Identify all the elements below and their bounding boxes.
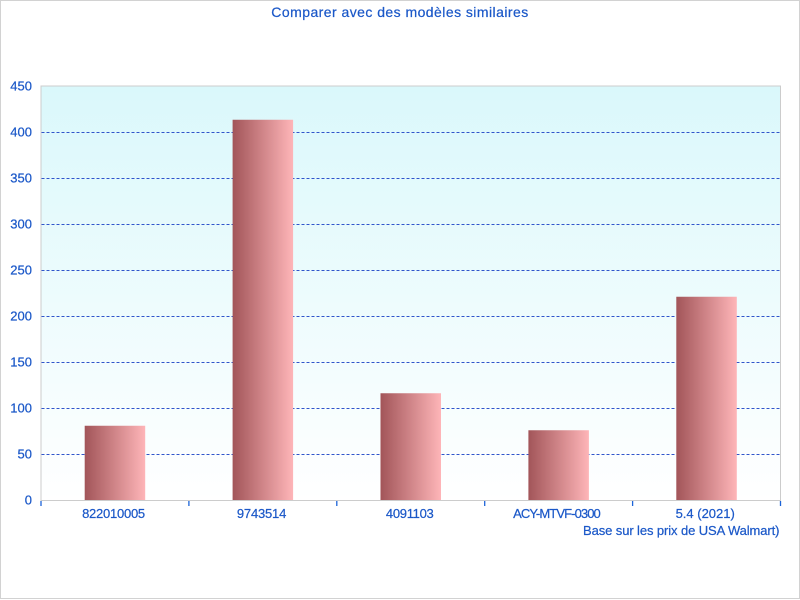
svg-text:0: 0 — [25, 493, 32, 508]
svg-text:9743514: 9743514 — [237, 506, 286, 521]
svg-text:50: 50 — [18, 447, 32, 462]
svg-text:ACY-MTVF-0300: ACY-MTVF-0300 — [513, 506, 600, 521]
svg-text:5.4 (2021): 5.4 (2021) — [676, 506, 735, 521]
svg-text:300: 300 — [10, 217, 32, 232]
svg-text:450: 450 — [10, 79, 32, 94]
svg-text:250: 250 — [10, 263, 32, 278]
svg-text:Base sur les prix de USA Walma: Base sur les prix de USA Walmart) — [583, 523, 779, 538]
svg-text:350: 350 — [10, 171, 32, 186]
svg-text:822010005: 822010005 — [82, 506, 145, 521]
svg-text:Comparer avec des modèles simi: Comparer avec des modèles similaires — [271, 4, 528, 20]
svg-text:4091103: 4091103 — [386, 506, 434, 521]
svg-text:150: 150 — [10, 355, 32, 370]
svg-text:400: 400 — [10, 125, 32, 140]
svg-text:200: 200 — [10, 309, 32, 324]
svg-text:100: 100 — [10, 401, 32, 416]
